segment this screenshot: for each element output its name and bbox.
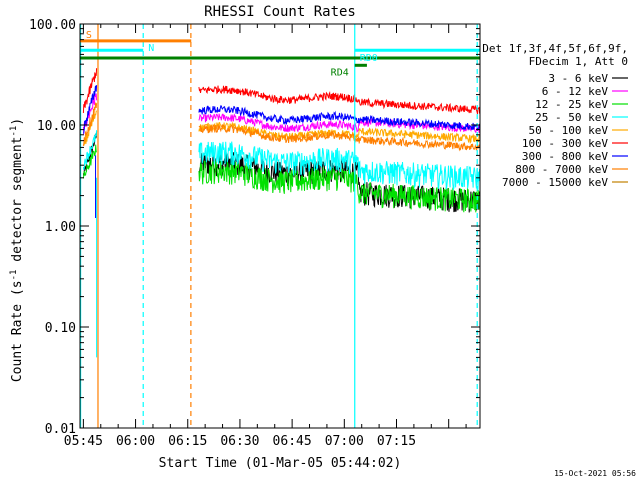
flag-label-rd4: RD4 [331,67,349,78]
x-tick-label: 05:45 [64,434,103,449]
legend-label-1: 3 - 6 keV [548,72,608,85]
x-tick-label: 06:30 [220,434,259,449]
series-line-segment [198,85,480,115]
x-tick-label: 06:15 [168,434,207,449]
legend-label-2: 6 - 12 keV [542,85,609,98]
legend-header-2: FDecim 1, Att 0 [529,55,628,68]
series-7 [82,85,480,134]
series-line-segment [82,109,98,146]
series-line-segment [82,93,98,135]
plot-area [80,24,480,428]
legend: Det 1f,3f,4f,5f,6f,9f, FDecim 1, Att 0 3… [482,42,628,189]
y-axis-label: Count Rate (s-1 detector segment-1) [9,118,25,382]
y-tick-label: 0.10 [45,321,76,336]
series-line-segment [82,102,98,146]
x-tick-label: 07:00 [325,434,364,449]
flag-label-n: N [148,43,154,54]
series-line-segment [82,130,98,170]
legend-label-8: 800 - 7000 keV [515,163,608,176]
flag-label-s: S [86,30,92,41]
series-4 [82,130,480,190]
y-tick-label: 100.00 [29,18,76,33]
legend-label-3: 12 - 25 keV [535,98,608,111]
y-tick-label: 10.00 [37,119,76,134]
footer-date: 15-Oct-2021 05:56 [554,469,636,478]
series-line-segment [198,160,480,213]
x-axis-label: Start Time (01-Mar-05 05:44:02) [159,456,402,471]
legend-label-5: 50 - 100 keV [529,124,609,137]
legend-label-6: 100 - 300 keV [522,137,608,150]
x-tick-label: 07:15 [377,434,416,449]
plot-frame [79,23,481,429]
axes: 0.01 0.10 1.00 10.00 100.00 05:45 06:00 06:15 06… [29,18,481,449]
legend-label-7: 300 - 800 keV [522,150,608,163]
series-line-segment [82,68,98,114]
y-tick-label: 1.00 [45,220,76,235]
y-tick-label: 0.01 [45,422,76,437]
chart-title: RHESSI Count Rates [204,4,356,20]
series-3 [82,144,480,213]
plot-content: S N RD4 RD0 [80,24,480,428]
series-line-segment [82,85,98,134]
legend-label-9: 7000 - 15000 keV [502,176,608,189]
series-line-segment [82,144,98,179]
series-6 [82,68,480,115]
series-line-segment [198,105,480,131]
flag-label-rd0: RD0 [360,53,378,64]
legend-label-4: 25 - 50 keV [535,111,608,124]
legend-header-1: Det 1f,3f,4f,5f,6f,9f, [482,42,628,55]
x-tick-label: 06:00 [116,434,155,449]
series-8 [82,102,480,152]
series-line-segment [198,123,480,152]
x-tick-label: 06:45 [273,434,312,449]
series-line-segment [198,141,480,190]
